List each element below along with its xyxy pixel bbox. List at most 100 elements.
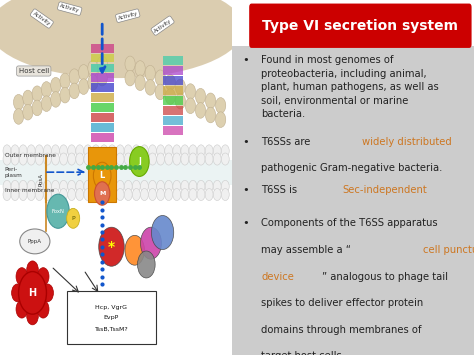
Circle shape	[60, 73, 70, 89]
Circle shape	[197, 153, 205, 165]
Circle shape	[41, 96, 52, 111]
Circle shape	[148, 189, 156, 201]
Circle shape	[195, 103, 206, 118]
Text: L: L	[100, 171, 105, 180]
Circle shape	[19, 189, 27, 201]
Circle shape	[205, 107, 216, 123]
Circle shape	[27, 261, 38, 279]
Circle shape	[36, 180, 43, 192]
Text: spikes to deliver effector protein: spikes to deliver effector protein	[261, 298, 423, 308]
Circle shape	[116, 153, 124, 165]
Text: device: device	[261, 272, 294, 282]
Circle shape	[140, 153, 148, 165]
Circle shape	[36, 189, 43, 201]
Circle shape	[92, 153, 100, 165]
Circle shape	[37, 268, 49, 285]
Circle shape	[189, 145, 197, 157]
Circle shape	[173, 145, 181, 157]
Circle shape	[51, 92, 61, 107]
Circle shape	[97, 56, 107, 72]
Bar	[0, 160, 232, 185]
Circle shape	[173, 189, 181, 201]
Text: T6SS is: T6SS is	[261, 185, 301, 195]
Circle shape	[116, 180, 124, 192]
Circle shape	[156, 145, 164, 157]
Circle shape	[189, 153, 197, 165]
Circle shape	[11, 145, 19, 157]
Circle shape	[97, 70, 107, 86]
Text: H: H	[28, 288, 36, 298]
Circle shape	[155, 70, 165, 86]
Circle shape	[216, 112, 226, 127]
Text: •: •	[242, 218, 249, 228]
Circle shape	[42, 284, 54, 302]
Text: Outer membrane: Outer membrane	[5, 153, 55, 158]
Circle shape	[11, 189, 19, 201]
Circle shape	[100, 153, 108, 165]
Text: Type VI secretion system: Type VI secretion system	[263, 18, 458, 33]
Circle shape	[148, 153, 156, 165]
Text: domains through membranes of: domains through membranes of	[261, 325, 422, 335]
Text: •: •	[242, 55, 249, 65]
Text: •: •	[242, 137, 249, 147]
Text: target host cells.: target host cells.	[261, 351, 345, 355]
Circle shape	[155, 84, 165, 100]
Bar	[163, 76, 183, 85]
Circle shape	[16, 268, 27, 285]
Circle shape	[3, 153, 11, 165]
Circle shape	[16, 300, 27, 318]
Circle shape	[84, 145, 92, 157]
Circle shape	[32, 100, 42, 116]
Circle shape	[185, 98, 196, 114]
FancyBboxPatch shape	[67, 291, 155, 344]
Circle shape	[148, 180, 156, 192]
Circle shape	[76, 180, 84, 192]
Circle shape	[165, 75, 175, 90]
Text: Components of the T6SS apparatus: Components of the T6SS apparatus	[261, 218, 438, 228]
Text: Host cell: Host cell	[18, 68, 49, 74]
Circle shape	[125, 235, 145, 265]
Bar	[91, 133, 114, 142]
Bar	[163, 56, 183, 65]
Circle shape	[92, 180, 100, 192]
Circle shape	[156, 180, 164, 192]
Circle shape	[32, 86, 42, 102]
Circle shape	[165, 189, 173, 201]
Text: T6SSs are: T6SSs are	[261, 137, 314, 147]
Bar	[163, 86, 183, 95]
Circle shape	[92, 145, 100, 157]
Circle shape	[13, 94, 24, 110]
Circle shape	[173, 153, 181, 165]
Text: P: P	[72, 216, 75, 221]
Circle shape	[135, 75, 145, 91]
Circle shape	[60, 189, 67, 201]
Circle shape	[60, 87, 70, 103]
Circle shape	[19, 153, 27, 165]
Text: Inner membrane: Inner membrane	[5, 188, 54, 193]
Circle shape	[68, 153, 76, 165]
Circle shape	[36, 153, 43, 165]
Ellipse shape	[0, 0, 244, 78]
Bar	[88, 147, 116, 202]
Text: *: *	[108, 240, 115, 254]
Bar	[91, 103, 114, 112]
Circle shape	[145, 80, 155, 95]
Text: Activity: Activity	[32, 11, 52, 26]
Circle shape	[140, 180, 148, 192]
Circle shape	[129, 147, 149, 176]
Circle shape	[156, 189, 164, 201]
Circle shape	[124, 189, 132, 201]
Circle shape	[213, 189, 221, 201]
Circle shape	[3, 145, 11, 157]
Circle shape	[221, 189, 229, 201]
Circle shape	[181, 145, 189, 157]
Circle shape	[11, 284, 23, 302]
Circle shape	[100, 189, 108, 201]
Text: •: •	[242, 185, 249, 195]
Circle shape	[99, 227, 124, 266]
Circle shape	[181, 153, 189, 165]
Text: widely distributed: widely distributed	[362, 137, 452, 147]
Text: TssB,TssM?: TssB,TssM?	[95, 327, 128, 332]
Circle shape	[69, 83, 80, 99]
Circle shape	[41, 82, 52, 97]
